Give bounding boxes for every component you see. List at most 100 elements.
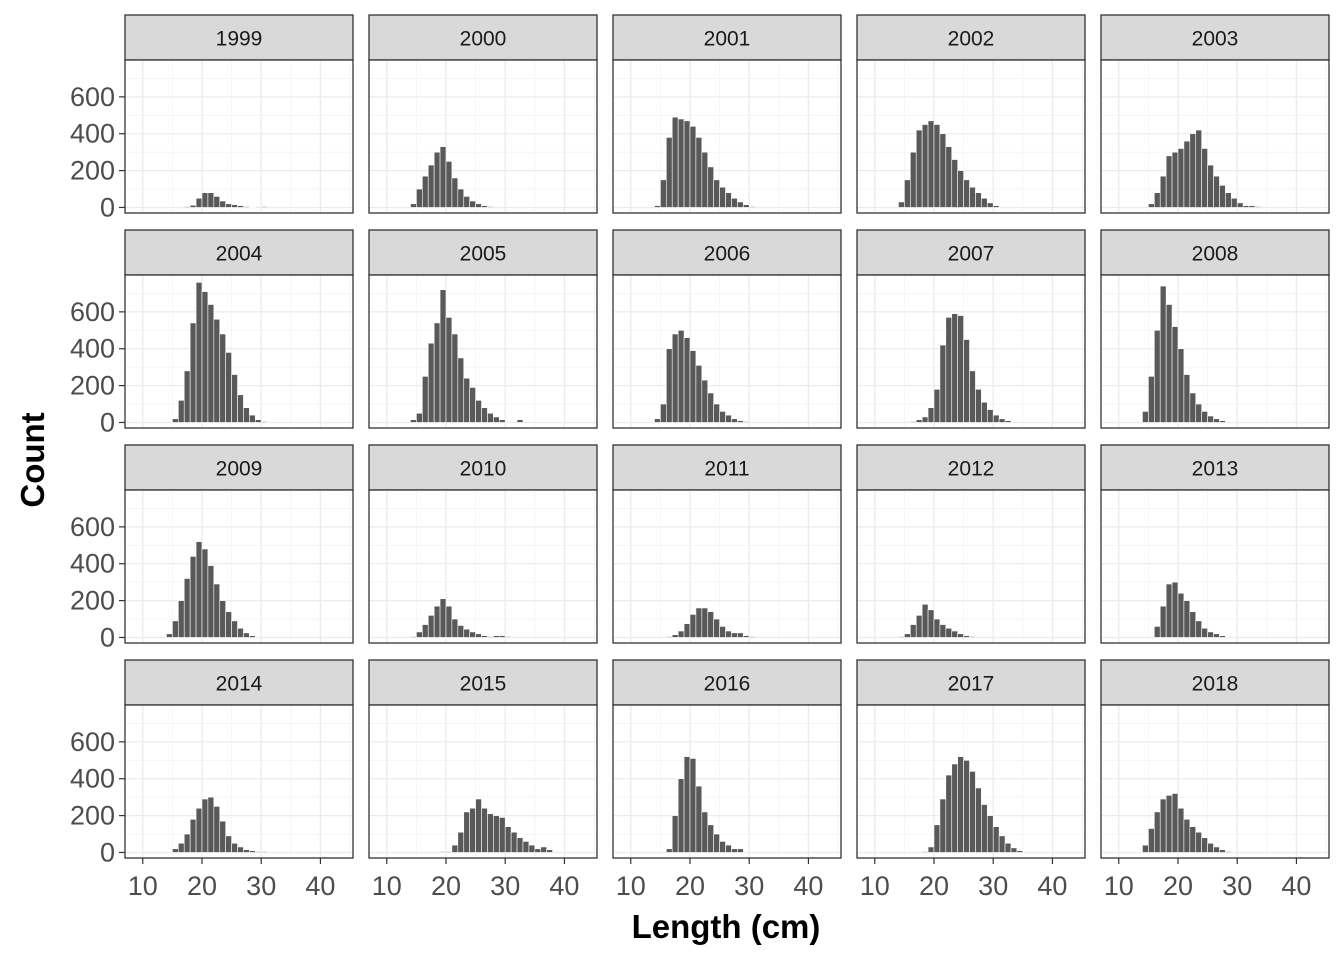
facet-strip-label: 2008 [1192,243,1239,266]
histogram-bar [1207,415,1214,423]
histogram-bar [237,205,244,208]
histogram-bar [451,333,459,423]
histogram-bar [742,204,750,208]
histogram-bar [534,848,542,853]
histogram-bar [654,205,661,208]
histogram-bar [1153,192,1161,208]
histogram-bar [701,607,709,638]
histogram-bar [671,116,679,208]
histogram-bar [1171,793,1179,853]
histogram-bar [689,126,697,208]
panel-border [612,59,842,214]
facet-strip [1100,444,1330,491]
facet-strip-label: 2010 [460,458,507,481]
y-tick-label: 200 [70,371,115,401]
histogram-bar [677,778,685,853]
histogram-bar [737,632,744,638]
facet-panel-2018: 2018 [1100,659,1330,859]
histogram-bar [957,315,964,423]
histogram-bar [933,388,941,423]
histogram-bar [998,835,1006,853]
panel-background [613,275,841,428]
histogram-bar [909,421,917,423]
y-tick-label: 600 [70,727,115,757]
y-tick-label: 600 [70,82,115,112]
histogram-bar [731,848,738,853]
histogram-bar [195,282,203,423]
histogram-bar [719,841,726,853]
histogram-bar [1148,376,1155,423]
panel-border [124,704,354,859]
histogram-bar [665,137,673,208]
panel-background [369,275,597,428]
histogram-bar [981,197,988,208]
histogram-bar [742,635,750,638]
histogram-bar [1177,592,1185,638]
histogram-bar [439,146,447,208]
histogram-bar [1148,203,1155,208]
histogram-bar [522,841,530,853]
histogram-bar [433,605,441,638]
histogram-bar [1213,418,1220,423]
histogram-bar [915,615,923,638]
histogram-bar [439,289,447,423]
histogram-bar [1189,826,1197,853]
histogram-bar [713,179,720,208]
histogram-bar [207,304,215,423]
panel-border [124,274,354,429]
histogram-bar [410,419,417,423]
histogram-bar [249,635,256,638]
facet-panel-2012: 2012 [856,444,1086,644]
histogram-bar [469,807,476,853]
histogram-bar [201,192,209,208]
histogram-bar [1242,205,1250,208]
histogram-bar [237,627,244,638]
facet-strip [856,444,1086,491]
histogram-bar [1219,185,1226,208]
histogram-bar [719,626,726,638]
facet-strip [612,14,842,61]
facet-strip [612,229,842,276]
histogram-bar [189,204,197,208]
histogram-bar [510,831,518,853]
histogram-bar [933,124,941,208]
histogram-bar [909,624,917,638]
facet-panel-2000: 2000 [368,14,598,214]
facet-strip [368,229,598,276]
histogram-bar [969,370,976,423]
histogram-bar [237,846,244,853]
histogram-bar [660,403,667,423]
histogram-bar [195,541,203,638]
facet-strip-label: 2005 [460,243,507,266]
x-tick-label: 20 [431,871,461,901]
histogram-bar [975,388,982,423]
histogram-bar [487,813,494,853]
histogram-bar [427,164,435,208]
facet-strip-label: 2002 [948,28,995,51]
histogram-bar [1159,605,1167,638]
histogram-bar [951,763,958,853]
histogram-bar [1189,611,1197,638]
panel-border [612,274,842,429]
histogram-bar [457,625,465,638]
histogram-bar [260,851,268,853]
histogram-bar [469,387,476,423]
histogram-bar [1153,811,1161,853]
histogram-bar [957,633,964,638]
facet-strip-label: 2012 [948,458,995,481]
facet-panel-2007: 2007 [856,229,1086,429]
histogram-bar [731,418,738,423]
histogram-bar [445,605,453,638]
panel-background [125,490,353,643]
histogram-bar [695,365,703,423]
facet-strip-label: 2004 [216,243,263,266]
histogram-bar [427,615,435,638]
x-tick-label: 10 [128,871,158,901]
histogram-bar [498,635,506,638]
histogram-bar [1213,846,1220,853]
facet-strip [1100,14,1330,61]
facet-strip [1100,229,1330,276]
histogram-bar [1248,205,1256,208]
histogram-bar [410,636,417,638]
histogram-bar [243,206,250,208]
